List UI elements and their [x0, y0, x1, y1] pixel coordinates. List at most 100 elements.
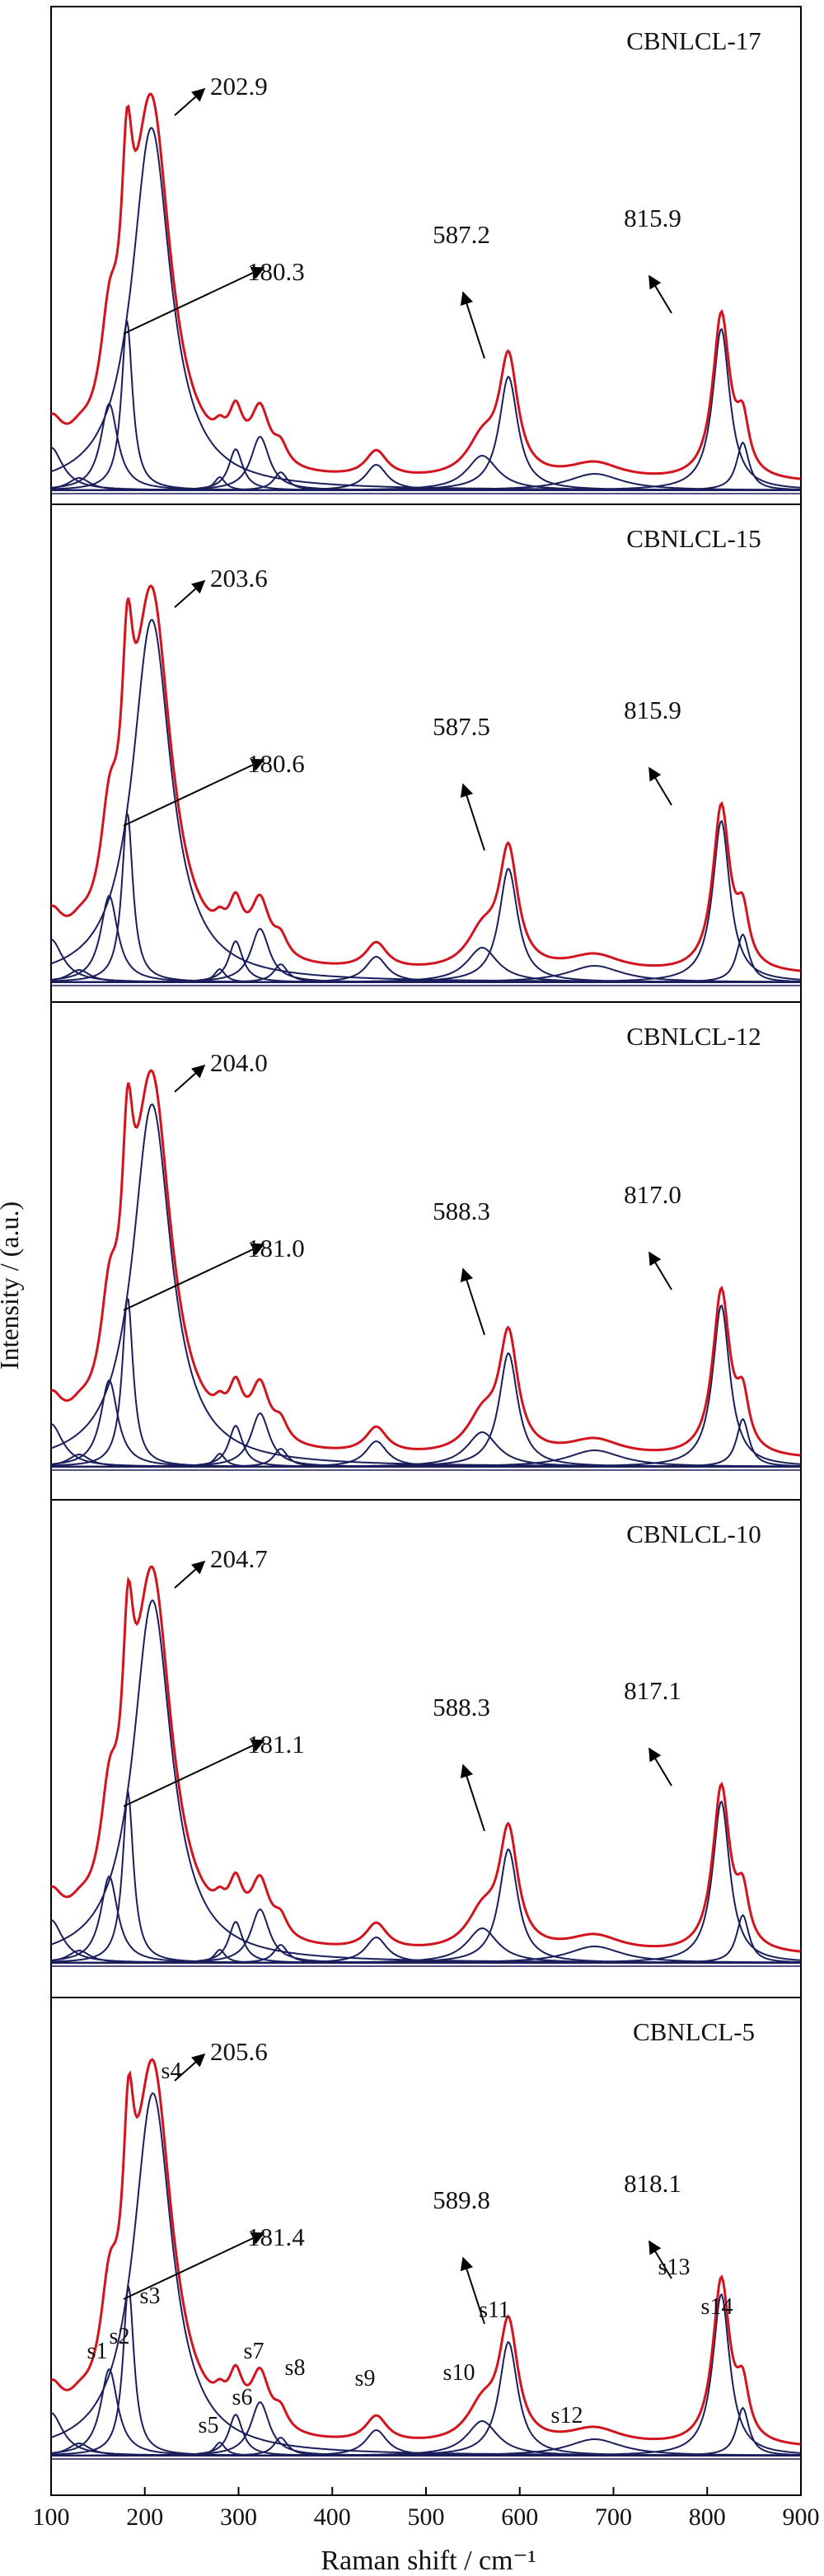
- fit-envelope-curve: [50, 583, 801, 972]
- peak-label: 203.6: [210, 564, 268, 592]
- panel-frame: [50, 6, 802, 505]
- component-curve: [51, 448, 801, 491]
- panel-title: CBNLCL-15: [626, 524, 761, 553]
- panel-frame: [50, 1001, 802, 1501]
- component-label: s6: [232, 2385, 253, 2410]
- component-label: s2: [110, 2324, 130, 2349]
- component-curve: [50, 1875, 801, 1964]
- peak-arrow: [123, 2232, 265, 2300]
- component-curve: [51, 441, 801, 491]
- peak-arrow: [648, 2240, 672, 2279]
- fit-envelope-curve: [50, 92, 801, 480]
- panel: CBNLCL-12 181.0 204.0 588.3 817.0: [50, 1001, 802, 1501]
- peak-label: 588.3: [433, 1693, 490, 1721]
- component-curve: [50, 894, 801, 983]
- peak-arrow: [460, 2256, 485, 2325]
- panel-frame: [50, 1499, 802, 1998]
- peak-arrow: [174, 2053, 206, 2082]
- peak-label: 589.8: [433, 2185, 490, 2214]
- component-curve: [51, 2406, 801, 2457]
- peak-arrow: [123, 266, 265, 335]
- panels-group: CBNLCL-17 180.3 202.9 587.2 815.9 CBNLCL-15 18…: [50, 6, 802, 2496]
- component-label: s13: [658, 2255, 691, 2280]
- x-axis-label: Raman shift / cm⁻¹: [321, 2546, 536, 2576]
- component-label: s5: [199, 2413, 219, 2438]
- peak-arrow: [648, 1251, 672, 1290]
- peak-label: 587.5: [433, 712, 490, 741]
- peak-arrow: [648, 1747, 672, 1787]
- x-tick-label: 800: [689, 2503, 726, 2531]
- component-label: s1: [87, 2339, 108, 2364]
- component-curve: [50, 939, 801, 983]
- component-curve: [50, 402, 801, 491]
- peak-label: 205.6: [210, 2037, 268, 2066]
- peak-label: 817.1: [624, 1676, 681, 1705]
- panel-frame: [50, 503, 802, 1003]
- peak-label: 815.9: [624, 204, 681, 232]
- y-axis-label: Intensity / (a.u.): [0, 1201, 24, 1370]
- peak-label: 818.1: [624, 2169, 681, 2198]
- component-label: s12: [551, 2403, 583, 2428]
- peak-arrow: [648, 766, 672, 806]
- peak-arrow: [460, 1763, 485, 1832]
- component-curve: [50, 447, 801, 491]
- peak-label: 587.2: [433, 220, 490, 249]
- panel-title: CBNLCL-17: [626, 26, 761, 55]
- x-tick-label: 500: [408, 2503, 445, 2531]
- x-tick-label: 700: [595, 2503, 632, 2531]
- x-tick-label: 600: [501, 2503, 538, 2531]
- x-tick-label: 100: [33, 2503, 70, 2531]
- peak-label: 181.0: [247, 1234, 305, 1262]
- peak-label: 180.3: [247, 257, 305, 286]
- peak-label: 204.7: [210, 1544, 268, 1573]
- peak-arrow: [123, 1243, 265, 1311]
- component-curve: [50, 2368, 801, 2457]
- peak-arrow: [174, 1064, 206, 1093]
- component-curve: [50, 1379, 801, 1468]
- component-curve: [50, 1423, 801, 1468]
- peak-arrow: [648, 274, 672, 314]
- peak-label: 817.0: [624, 1180, 681, 1209]
- component-label: s8: [285, 2355, 306, 2381]
- peak-label: 815.9: [624, 696, 681, 724]
- panel-title: CBNLCL-5: [633, 2017, 755, 2046]
- component-label: s7: [244, 2339, 265, 2364]
- peak-label: 181.1: [247, 1730, 305, 1759]
- fit-envelope-curve: [50, 1069, 801, 1457]
- component-label: s10: [443, 2360, 475, 2386]
- peak-label: 202.9: [210, 72, 268, 101]
- peak-arrow: [174, 1560, 206, 1589]
- x-tick-label: 400: [314, 2503, 351, 2531]
- x-tick-label: 200: [126, 2503, 163, 2531]
- component-curve: [51, 1417, 801, 1468]
- peak-arrow: [123, 1739, 265, 1807]
- peak-label: 204.0: [210, 1048, 268, 1077]
- panel: CBNLCL-17 180.3 202.9 587.2 815.9: [50, 6, 802, 505]
- x-tick-label: 900: [783, 2503, 820, 2531]
- peak-arrow: [123, 758, 265, 827]
- component-label: s3: [140, 2283, 161, 2309]
- peak-label: 588.3: [433, 1197, 490, 1225]
- component-curve: [51, 933, 801, 983]
- peak-arrow: [460, 783, 485, 851]
- fit-envelope-curve: [50, 1565, 801, 1953]
- panel: CBNLCL-10 181.1 204.7 588.3 817.1: [50, 1499, 802, 1998]
- fit-envelope-curve: [50, 2058, 801, 2446]
- panel-title: CBNLCL-12: [626, 1022, 761, 1051]
- peak-arrow: [174, 87, 206, 116]
- x-axis: 100 200 300 400 500 600 700 800 900: [33, 2487, 820, 2531]
- panel-title: CBNLCL-10: [626, 1520, 761, 1548]
- component-label: s14: [701, 2294, 733, 2320]
- x-tick-label: 300: [220, 2503, 257, 2531]
- component-label: s11: [479, 2297, 510, 2323]
- panel: CBNLCL-15 180.6 203.6 587.5 815.9: [50, 503, 802, 1003]
- peak-arrow: [460, 291, 485, 359]
- component-label: s4: [162, 2058, 182, 2084]
- peak-arrow: [460, 1267, 485, 1336]
- peak-label: 180.6: [247, 749, 305, 778]
- component-label: s9: [355, 2366, 376, 2391]
- peak-label: 181.4: [247, 2222, 305, 2251]
- peak-arrow: [174, 579, 206, 608]
